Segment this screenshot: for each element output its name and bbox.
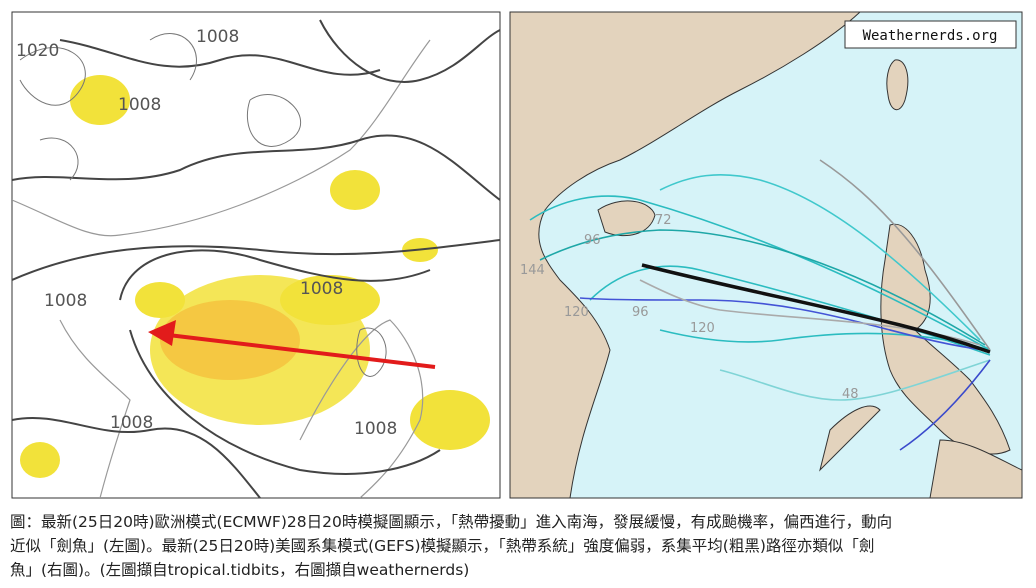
hour-label: 72 xyxy=(655,213,672,228)
yellow-area xyxy=(410,390,490,450)
right-map-frame xyxy=(509,11,1023,499)
yellow-area xyxy=(280,275,380,325)
ensemble-mean-track xyxy=(641,263,991,354)
caption-line: 魚」(右圖)。(左圖擷自tropical.tidbits，右圖擷自weather… xyxy=(10,561,469,579)
hour-label: 120 xyxy=(564,305,589,320)
isobar-label: 1008 xyxy=(300,279,343,299)
watermark: Weathernerds.org xyxy=(863,28,998,44)
isobar-label: 1008 xyxy=(196,27,239,47)
hour-label: 48 xyxy=(842,387,859,402)
yellow-area xyxy=(330,170,380,210)
watermark-box xyxy=(844,20,1017,49)
yellow-area xyxy=(160,300,300,380)
isobar-label: 1020 xyxy=(16,41,59,61)
arrow-line xyxy=(159,332,436,369)
isobar-label: 1008 xyxy=(110,413,153,433)
isobar-label: 1008 xyxy=(354,419,397,439)
isobar-label: 1008 xyxy=(44,291,87,311)
arrow-head xyxy=(148,320,176,346)
left-map: 1020 1008 1008 1008 1008 1008 1008 xyxy=(11,11,501,499)
yellow-area xyxy=(135,282,185,318)
caption-line: 圖：最新(25日20時)歐洲模式(ECMWF)28日20時模擬圖顯示，「熱帶擾動… xyxy=(10,513,892,531)
isobar xyxy=(12,19,500,498)
coastline xyxy=(12,39,431,498)
hour-label: 120 xyxy=(690,321,715,336)
hour-label: 144 xyxy=(520,263,545,278)
contour xyxy=(19,33,387,377)
caption-line: 近似「劍魚」(左圖)。最新(25日20時)美國系集模式(GEFS)模擬顯示，「熱… xyxy=(10,537,874,555)
land xyxy=(510,12,1022,498)
right-map: 96 144 120 96 120 72 48 Weathernerds.org xyxy=(509,11,1023,499)
yellow-area xyxy=(70,75,130,125)
yellow-area xyxy=(20,442,60,478)
hour-label: 96 xyxy=(584,233,601,248)
hour-label: 96 xyxy=(632,305,649,320)
isobar-label: 1008 xyxy=(118,95,161,115)
